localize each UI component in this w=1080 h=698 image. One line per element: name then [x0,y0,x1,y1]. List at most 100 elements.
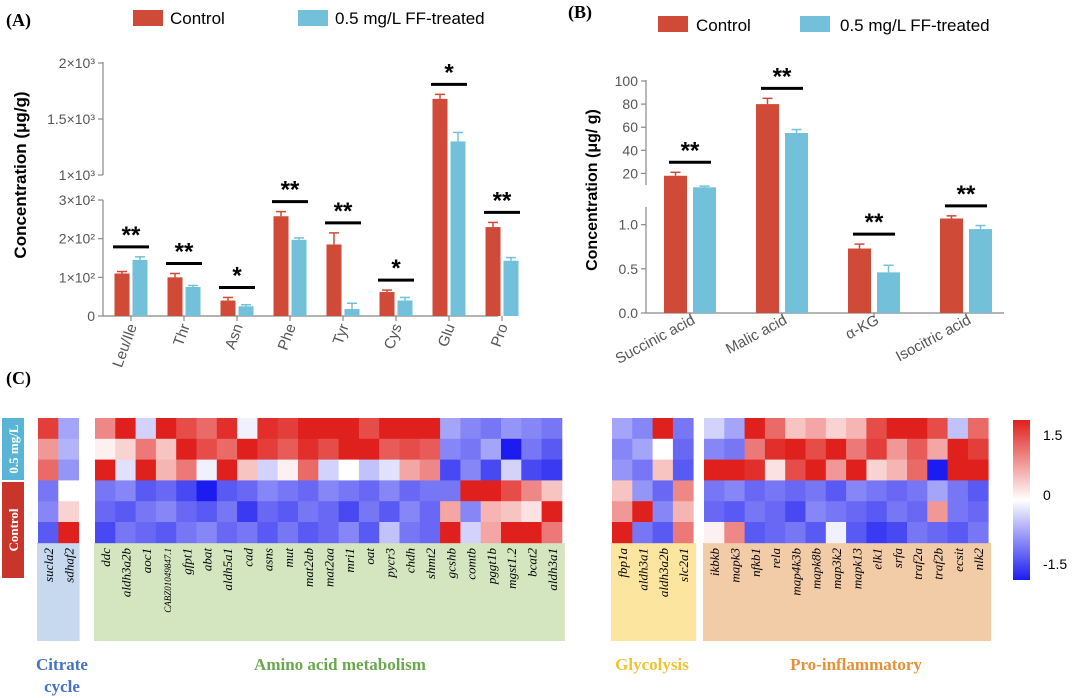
panel-b-bar-control [940,218,963,313]
gene-label: mat2aa [321,548,336,588]
heatmap-cell [95,480,116,502]
heatmap-cell [440,418,461,440]
gene-label: nlk2 [971,548,986,571]
heatmap-cell [785,438,806,460]
heatmap-cell [95,522,116,544]
heatmap-cell [967,522,989,544]
heatmap-cell [216,459,238,481]
group-name: Glycolysis [615,655,689,674]
panel-b-bar-treated [877,272,900,313]
heatmap-cell [176,501,197,523]
heatmap-cell [521,418,542,440]
heatmap-cell [805,459,827,481]
heatmap-cell [846,459,867,481]
heatmap-cell [927,418,948,440]
panel-b-significance-label: ** [865,209,884,236]
heatmap-cell [237,522,258,544]
heatmap-cell [237,418,258,440]
heatmap-cell [135,438,157,460]
gene-label: CABZ01049847.1 [163,548,173,613]
heatmap-cell [886,418,908,440]
heatmap-cell [358,459,380,481]
heatmap-cell [947,438,969,460]
heatmap-cell [652,480,674,502]
heatmap-cell [480,418,502,440]
heatmap-cell [501,438,522,460]
heatmap-cell [196,418,218,440]
panel-a-x-tick-label: Thr [170,322,194,349]
legend-b-control-swatch [658,16,688,32]
heatmap-cell [358,480,380,502]
heatmap-cell [257,501,279,523]
panel-a-x-tick-label: Tyr [330,322,353,347]
heatmap-cell [419,501,441,523]
gene-label: nfkb1 [748,548,763,577]
gene-label: map4k3b [788,548,803,596]
legend-b-treated-swatch [800,16,830,32]
heatmap-cell [58,418,79,440]
panel-a-x-tick-label: Asn [222,322,247,352]
panel-b-significance-label: ** [681,137,700,164]
heatmap-cell [724,459,745,481]
panel-a-bar-control [379,292,395,316]
heatmap-cell [338,522,360,544]
heatmap-cell [419,418,441,440]
group-box-3 [703,543,992,641]
heatmap-cell [632,438,653,460]
heatmap-cell [237,459,258,481]
gene-label: pycr3 [382,548,397,579]
gene-label: ddc [98,548,113,567]
heatmap-cell [216,438,238,460]
panel-b-x-tick-label: α-KG [843,312,882,344]
heatmap-cell [907,438,928,460]
gene-label: srfa [890,548,905,569]
panel-a-bar-control [273,216,289,316]
row-group-control-label: Control [6,508,21,551]
heatmap-cell [704,522,725,544]
heatmap-cell [805,501,827,523]
heatmap-cell [927,501,948,523]
heatmap-cell [927,480,948,502]
heatmap-cell [95,459,116,481]
gene-label: gcshb [443,548,458,579]
heatmap-cell [379,459,400,481]
heatmap-cell [541,480,563,502]
gene-label: mapk3 [727,548,742,583]
heatmap-cell [135,480,157,502]
gene-label: mapk8b [809,548,824,590]
gene-label: bcat2 [524,548,539,577]
heatmap-cell [927,438,948,460]
group-name: Amino acid metabolism [254,655,426,674]
heatmap-cell [480,438,502,460]
heatmap-cell [704,480,725,502]
heatmap-cell [480,480,502,502]
heatmap-cell [612,418,633,440]
heatmap-cell [846,438,867,460]
heatmap-cell [38,459,59,481]
heatmap-cell [652,522,674,544]
heatmap-cell [155,418,177,440]
heatmap-cell [196,438,218,460]
heatmap-cell [541,522,563,544]
heatmap-cell [338,480,360,502]
heatmap-cell [135,459,157,481]
heatmap-cell [785,522,806,544]
heatmap-cell [724,418,745,440]
panel-a: (A) Control 0.5 mg/L FF-treated Concentr… [6,9,520,370]
panel-b-bar-control [756,104,779,313]
heatmap-cell [886,501,908,523]
heatmap-cell [460,501,482,523]
heatmap-cell [967,480,989,502]
panel-a-bar-treated [238,306,254,316]
heatmap-cell [825,522,847,544]
group-box-0 [37,543,80,641]
heatmap-cell [947,522,969,544]
panel-b-bar-control [848,248,871,313]
heatmap-cell [541,438,563,460]
heatmap-cell [744,501,766,523]
heatmap-cell [176,418,197,440]
gene-label: sdhaf2 [61,548,76,583]
heatmap-cell [38,438,59,460]
heatmap-cell [460,459,482,481]
